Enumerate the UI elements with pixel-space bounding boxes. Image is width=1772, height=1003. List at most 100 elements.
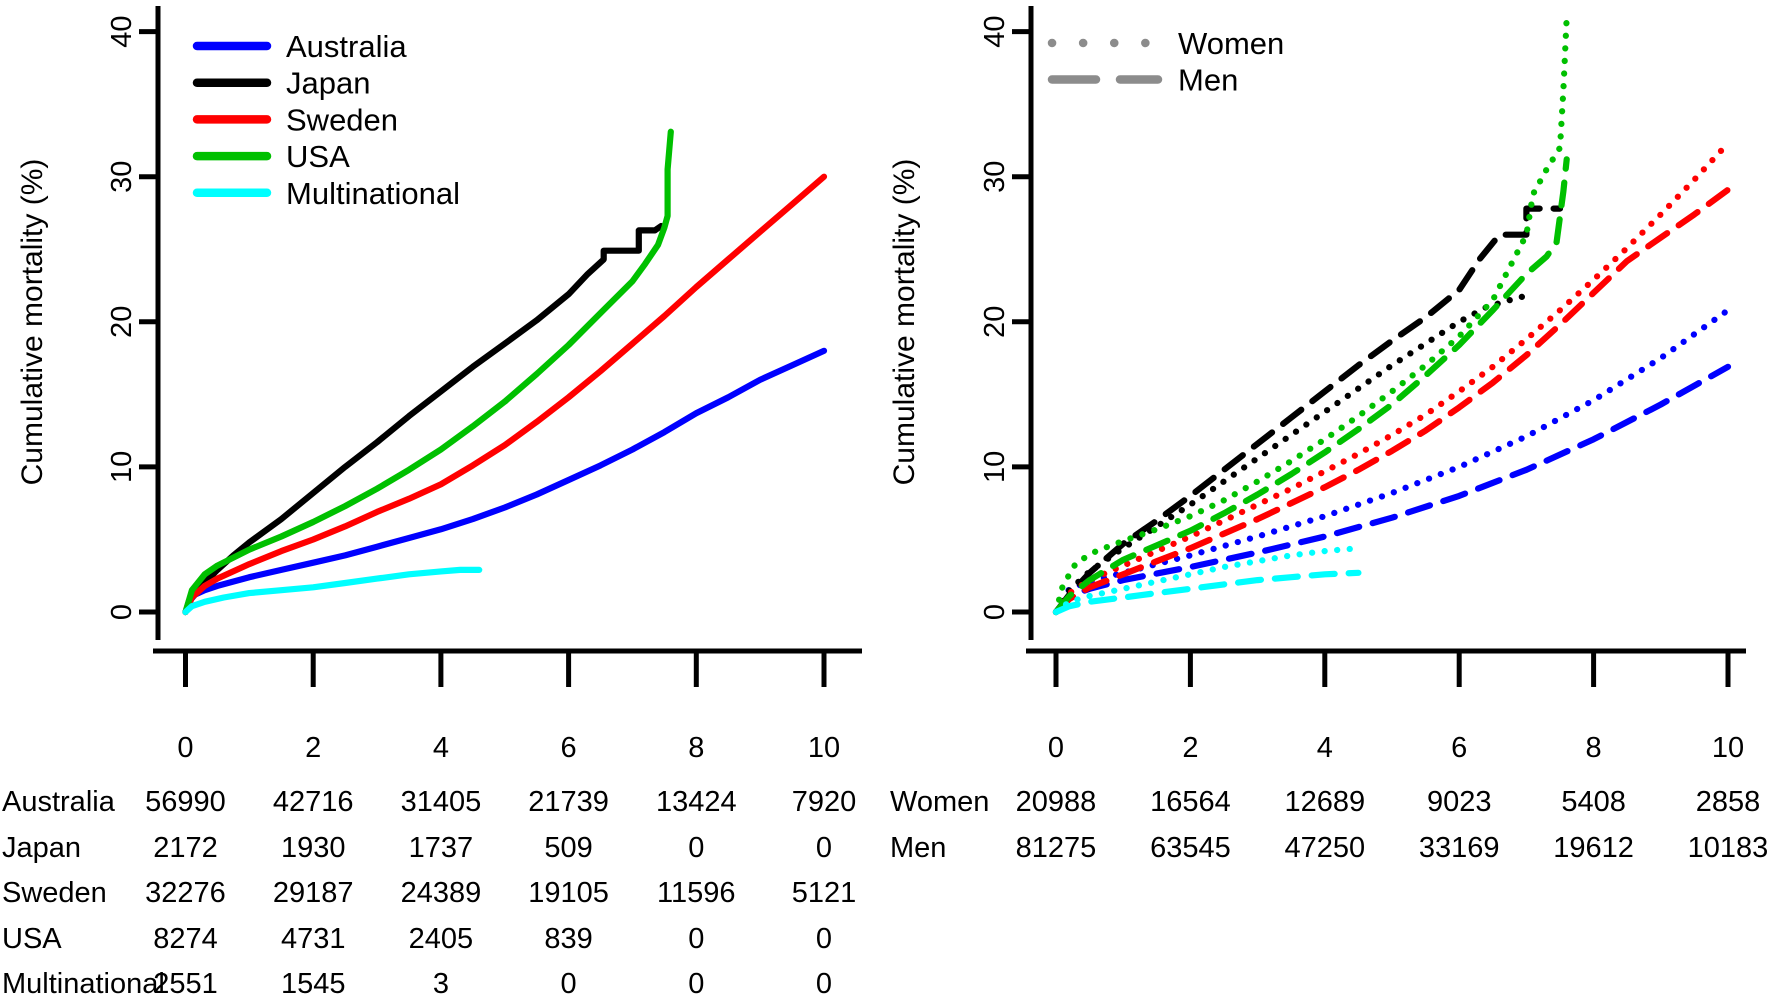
legend-label-women: Women bbox=[1178, 26, 1284, 61]
risk-table-value: 31405 bbox=[401, 786, 482, 818]
risk-table-value: 56990 bbox=[145, 786, 226, 818]
risk-table-value: 42716 bbox=[273, 786, 354, 818]
y-tick-label: 30 bbox=[106, 161, 138, 193]
y-tick-label: 20 bbox=[979, 306, 1011, 338]
risk-table-value: 33169 bbox=[1419, 832, 1500, 864]
risk-table-value: 0 bbox=[688, 968, 704, 998]
risk-table-row-label: Japan bbox=[2, 832, 81, 864]
risk-table-row-usa: USA 8274 4731 2405 839 0 0 bbox=[2, 923, 832, 955]
legend-label-japan: Japan bbox=[286, 66, 370, 101]
risk-table-row-label: Women bbox=[890, 786, 989, 818]
x-tick-label: 0 bbox=[177, 732, 193, 764]
risk-table-value: 20988 bbox=[1016, 786, 1097, 818]
risk-table-row-label: USA bbox=[2, 923, 62, 955]
risk-table-value: 0 bbox=[688, 832, 704, 864]
risk-table-value: 5408 bbox=[1561, 786, 1626, 818]
risk-table-row-men: Men 81275 63545 47250 33169 19612 10183 bbox=[890, 832, 1768, 864]
risk-table-value: 0 bbox=[688, 923, 704, 955]
x-tick-label: 0 bbox=[1048, 732, 1064, 764]
risk-table-value: 2405 bbox=[409, 923, 474, 955]
y-tick-label: 40 bbox=[106, 15, 138, 47]
y-tick-label: 10 bbox=[979, 451, 1011, 483]
risk-table-value: 19105 bbox=[528, 877, 609, 909]
risk-table-value: 10183 bbox=[1688, 832, 1769, 864]
risk-table-row-label: Australia bbox=[2, 786, 116, 818]
x-tick-label: 2 bbox=[305, 732, 321, 764]
curve-usa-men bbox=[1052, 156, 1570, 616]
y-tick-label: 0 bbox=[979, 604, 1011, 620]
risk-table-value: 0 bbox=[561, 968, 577, 998]
y-tick-label: 20 bbox=[106, 306, 138, 338]
risk-table-row-australia: Australia 56990 42716 31405 21739 13424 7920 bbox=[2, 786, 856, 818]
risk-table-value: 0 bbox=[816, 968, 832, 998]
risk-table-value: 47250 bbox=[1284, 832, 1365, 864]
curve-usa-women bbox=[1052, 11, 1572, 616]
x-tick-label: 10 bbox=[808, 732, 840, 764]
y-tick-label: 40 bbox=[979, 15, 1011, 47]
x-tick-label: 4 bbox=[433, 732, 449, 764]
x-tick-label: 2 bbox=[1182, 732, 1198, 764]
risk-table-value: 509 bbox=[544, 832, 592, 864]
risk-table-value: 81275 bbox=[1016, 832, 1097, 864]
legend-label-multinational: Multinational bbox=[286, 176, 460, 211]
y-tick-label: 0 bbox=[106, 604, 138, 620]
left-y-axis-title: Cumulative mortality (%) bbox=[16, 159, 49, 486]
y-tick-label: 30 bbox=[979, 161, 1011, 193]
risk-table-value: 7920 bbox=[792, 786, 857, 818]
risk-table-value: 1545 bbox=[281, 968, 346, 998]
risk-table-value: 3 bbox=[433, 968, 449, 998]
risk-table-value: 21739 bbox=[528, 786, 609, 818]
risk-table-value: 11596 bbox=[657, 877, 736, 909]
risk-table-value: 32276 bbox=[145, 877, 226, 909]
risk-table-value: 1930 bbox=[281, 832, 346, 864]
x-tick-label: 4 bbox=[1317, 732, 1333, 764]
risk-table-value: 2551 bbox=[153, 968, 218, 998]
risk-table-row-label: Men bbox=[890, 832, 946, 864]
x-tick-label: 8 bbox=[688, 732, 704, 764]
x-tick-label: 10 bbox=[1712, 732, 1744, 764]
risk-table-value: 4731 bbox=[281, 923, 346, 955]
curve-multinational-women bbox=[1052, 545, 1362, 616]
y-tick-label: 10 bbox=[106, 451, 138, 483]
curve-sweden-women bbox=[1052, 140, 1732, 616]
panel-right-by-sex: 0 10 20 30 40 0 2 4 6 8 10 Women Men Women 20988 16564 1… bbox=[890, 6, 1768, 864]
curve-australia-women bbox=[1052, 307, 1732, 616]
risk-table-value: 12689 bbox=[1284, 786, 1365, 818]
risk-table-value: 0 bbox=[816, 923, 832, 955]
risk-table-value: 24389 bbox=[401, 877, 482, 909]
x-tick-label: 8 bbox=[1586, 732, 1602, 764]
curve-japan-men bbox=[1052, 205, 1564, 616]
legend-label-usa: USA bbox=[286, 139, 350, 174]
curve-australia bbox=[182, 347, 828, 616]
risk-table-row-label: Sweden bbox=[2, 877, 107, 909]
risk-table-row-japan: Japan 2172 1930 1737 509 0 0 bbox=[2, 832, 832, 864]
curve-sweden bbox=[182, 173, 828, 616]
risk-table-value: 5121 bbox=[792, 877, 857, 909]
risk-table-value: 839 bbox=[544, 923, 592, 955]
curve-multinational bbox=[182, 566, 483, 616]
risk-table-value: 2172 bbox=[153, 832, 218, 864]
curve-multinational-men bbox=[1052, 569, 1362, 616]
x-tick-label: 6 bbox=[561, 732, 577, 764]
risk-table-row-women: Women 20988 16564 12689 9023 5408 2858 bbox=[890, 786, 1760, 818]
risk-table-row-sweden: Sweden 32276 29187 24389 19105 11596 5121 bbox=[2, 877, 856, 909]
risk-table-value: 16564 bbox=[1150, 786, 1231, 818]
curve-japan bbox=[182, 222, 665, 616]
risk-table-value: 0 bbox=[816, 832, 832, 864]
risk-table-value: 2858 bbox=[1696, 786, 1761, 818]
curve-usa bbox=[182, 128, 674, 616]
risk-table-value: 9023 bbox=[1427, 786, 1492, 818]
risk-table-value: 29187 bbox=[273, 877, 354, 909]
risk-table-value: 1737 bbox=[409, 832, 474, 864]
right-y-axis-title: Cumulative mortality (%) bbox=[888, 159, 921, 486]
curve-sweden-men bbox=[1052, 186, 1732, 616]
legend-label-sweden: Sweden bbox=[286, 102, 398, 137]
risk-table-value: 8274 bbox=[153, 923, 218, 955]
risk-table-value: 13424 bbox=[656, 786, 737, 818]
legend-label-australia: Australia bbox=[286, 29, 407, 64]
x-tick-label: 6 bbox=[1451, 732, 1467, 764]
